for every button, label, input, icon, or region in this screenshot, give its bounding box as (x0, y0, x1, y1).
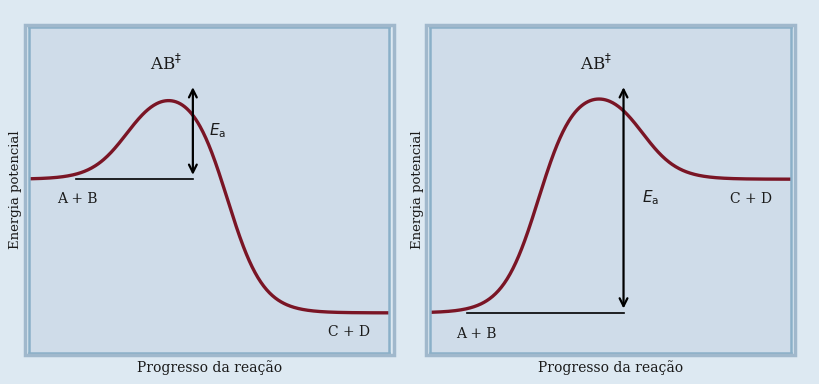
Text: A + B: A + B (57, 192, 98, 206)
Text: C + D: C + D (328, 325, 369, 339)
Y-axis label: Energia potencial: Energia potencial (9, 131, 22, 249)
Y-axis label: Energia potencial: Energia potencial (410, 131, 423, 249)
X-axis label: Progresso da reação: Progresso da reação (137, 360, 281, 375)
Text: AB$^{\ddagger}$: AB$^{\ddagger}$ (580, 53, 612, 73)
Text: C + D: C + D (729, 192, 771, 206)
Text: $\mathit{E}_{\mathrm{a}}$: $\mathit{E}_{\mathrm{a}}$ (640, 189, 658, 207)
Text: A + B: A + B (455, 327, 495, 341)
X-axis label: Progresso da reação: Progresso da reação (538, 360, 682, 375)
Text: AB$^{\ddagger}$: AB$^{\ddagger}$ (150, 53, 182, 73)
Text: $\mathit{E}_{\mathrm{a}}$: $\mathit{E}_{\mathrm{a}}$ (209, 122, 226, 141)
